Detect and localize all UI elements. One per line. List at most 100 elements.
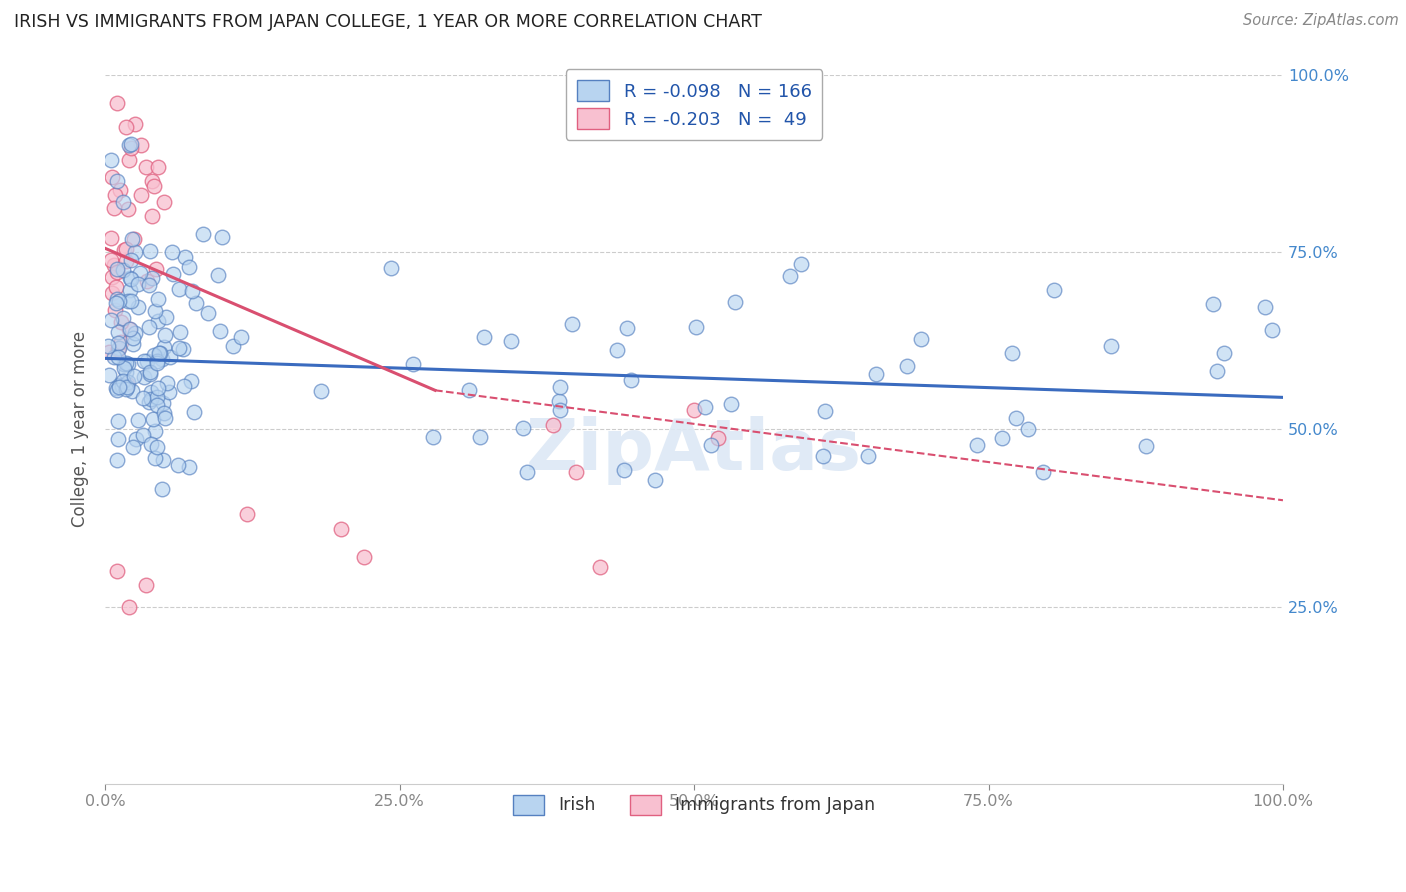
Point <box>105 381 128 395</box>
Point <box>115 254 138 268</box>
Point <box>120 294 142 309</box>
Point <box>142 412 165 426</box>
Point <box>117 202 139 216</box>
Point <box>101 269 124 284</box>
Point <box>121 384 143 398</box>
Point <box>120 136 142 151</box>
Point <box>720 397 742 411</box>
Point <box>117 376 139 390</box>
Point <box>153 341 176 355</box>
Point <box>124 326 146 340</box>
Point <box>105 293 128 307</box>
Point <box>620 373 643 387</box>
Point <box>811 450 834 464</box>
Point <box>103 201 125 215</box>
Point <box>138 278 160 293</box>
Legend: Irish, Immigrants from Japan: Irish, Immigrants from Japan <box>502 784 886 825</box>
Point <box>115 377 138 392</box>
Point <box>146 390 169 404</box>
Point <box>353 549 375 564</box>
Point <box>1135 440 1157 454</box>
Point <box>107 350 129 364</box>
Point <box>127 277 149 291</box>
Point <box>174 250 197 264</box>
Point <box>309 384 332 398</box>
Point <box>706 431 728 445</box>
Point <box>110 334 132 349</box>
Point <box>157 384 180 399</box>
Point <box>153 328 176 343</box>
Point <box>512 421 534 435</box>
Point <box>1261 324 1284 338</box>
Point <box>115 356 138 370</box>
Text: ZipAtlas: ZipAtlas <box>526 416 862 485</box>
Point <box>181 284 204 298</box>
Point <box>235 508 257 522</box>
Point <box>146 441 169 455</box>
Point <box>138 395 160 409</box>
Point <box>143 304 166 318</box>
Point <box>468 430 491 444</box>
Point <box>211 230 233 244</box>
Point <box>104 303 127 318</box>
Point <box>222 339 245 353</box>
Point <box>159 350 181 364</box>
Point <box>145 354 167 368</box>
Point <box>104 280 127 294</box>
Point <box>135 354 157 368</box>
Point <box>858 449 880 463</box>
Point <box>118 271 141 285</box>
Point <box>118 321 141 335</box>
Point <box>1213 345 1236 359</box>
Point <box>814 403 837 417</box>
Point <box>160 245 183 260</box>
Point <box>606 343 628 358</box>
Point <box>108 377 131 392</box>
Point <box>103 258 125 272</box>
Point <box>115 242 138 256</box>
Point <box>132 370 155 384</box>
Point <box>1099 339 1122 353</box>
Point <box>107 325 129 339</box>
Point <box>134 354 156 368</box>
Point <box>1005 410 1028 425</box>
Point <box>191 227 214 241</box>
Point <box>117 293 139 308</box>
Point <box>699 438 721 452</box>
Point <box>145 262 167 277</box>
Point <box>169 282 191 296</box>
Point <box>141 210 163 224</box>
Point <box>143 348 166 362</box>
Point <box>180 374 202 388</box>
Point <box>1206 364 1229 378</box>
Point <box>105 453 128 467</box>
Point <box>991 431 1014 445</box>
Point <box>1043 283 1066 297</box>
Point <box>153 406 176 420</box>
Point <box>896 359 918 373</box>
Point <box>146 398 169 412</box>
Point <box>141 384 163 399</box>
Point <box>98 368 121 383</box>
Point <box>122 440 145 454</box>
Point <box>150 352 173 367</box>
Point <box>107 341 129 355</box>
Point <box>177 460 200 475</box>
Point <box>122 368 145 383</box>
Point <box>561 317 583 331</box>
Point <box>107 343 129 357</box>
Point <box>208 324 231 338</box>
Point <box>135 578 157 592</box>
Point <box>105 265 128 279</box>
Point <box>146 356 169 370</box>
Point <box>129 266 152 280</box>
Point <box>1032 466 1054 480</box>
Point <box>105 174 128 188</box>
Point <box>148 160 170 174</box>
Point <box>120 141 142 155</box>
Point <box>548 380 571 394</box>
Point <box>129 138 152 153</box>
Point <box>97 339 120 353</box>
Point <box>150 483 173 497</box>
Point <box>1254 300 1277 314</box>
